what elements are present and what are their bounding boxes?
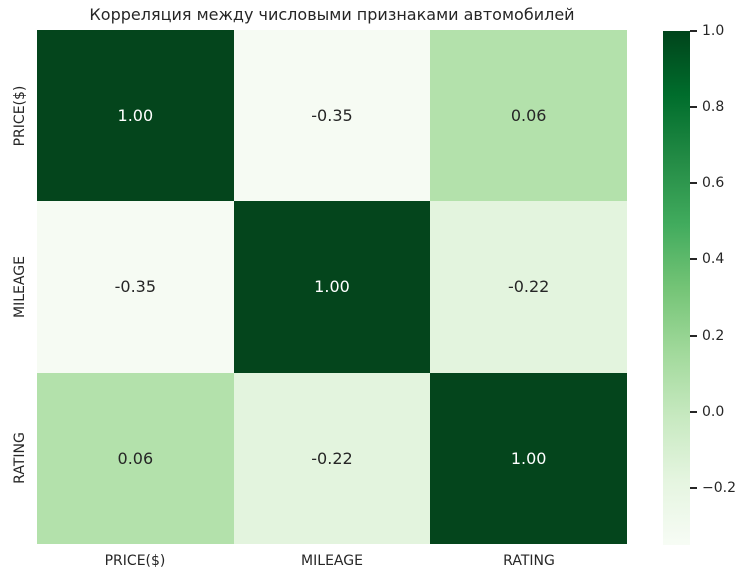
- colorbar-tick-mark: [690, 258, 697, 261]
- y-tick-label-price: PRICE($): [12, 85, 28, 147]
- cell-value: 1.00: [510, 448, 547, 468]
- cell-value: -0.35: [311, 106, 353, 126]
- colorbar-tick-mark: [690, 334, 697, 337]
- heatmap-cell: 0.06: [37, 372, 234, 544]
- colorbar-tick-label: 0.0: [702, 403, 725, 420]
- heatmap-cell: -0.22: [233, 372, 431, 544]
- x-tick-label-mileage: MILEAGE: [301, 553, 363, 569]
- heatmap-grid: 1.00 -0.35 0.06 -0.35 1.00 -0.22 0.06 -0…: [37, 30, 627, 544]
- colorbar-tick-label: 0.6: [702, 175, 725, 192]
- colorbar-tick-label: −0.2: [702, 479, 736, 496]
- heatmap-cell: -0.35: [37, 201, 234, 373]
- cell-value: -0.22: [311, 448, 353, 468]
- heatmap-cell: -0.35: [233, 30, 431, 202]
- cell-value: 1.00: [314, 277, 350, 297]
- cell-value: 0.06: [117, 448, 154, 468]
- cell-value: -0.35: [114, 277, 157, 297]
- chart-title: Корреляция между числовыми признаками ав…: [89, 5, 575, 24]
- colorbar-tick-label: 0.2: [702, 327, 725, 344]
- colorbar-tick-mark: [690, 106, 697, 109]
- cell-value: 0.06: [510, 106, 547, 126]
- heatmap-cell: 1.00: [233, 201, 431, 373]
- colorbar-tick-label: 1.0: [702, 23, 725, 39]
- colorbar-tick-mark: [690, 486, 697, 489]
- colorbar-tick-mark: [690, 30, 697, 32]
- colorbar-tick-label: 0.4: [702, 251, 725, 268]
- colorbar-tick-mark: [690, 410, 697, 413]
- cell-value: 1.00: [117, 106, 154, 126]
- x-tick-label-price: PRICE($): [104, 553, 166, 569]
- heatmap-cell: 1.00: [430, 372, 627, 544]
- y-tick-label-mileage: MILEAGE: [12, 256, 28, 318]
- heatmap-cell: -0.22: [430, 201, 627, 373]
- colorbar: [663, 31, 690, 545]
- cell-value: -0.22: [507, 277, 550, 297]
- heatmap-cell: 0.06: [430, 30, 627, 202]
- colorbar-tick-label: 0.8: [702, 99, 725, 116]
- x-tick-label-rating: RATING: [503, 553, 555, 569]
- colorbar-tick-mark: [690, 182, 697, 185]
- y-tick-label-rating: RATING: [12, 432, 28, 484]
- heatmap-cell: 1.00: [37, 30, 234, 202]
